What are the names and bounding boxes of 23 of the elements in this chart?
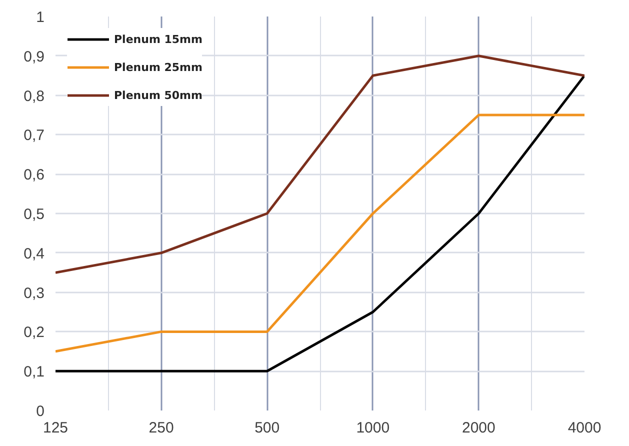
y-tick-label: 0,1: [24, 364, 45, 381]
y-tick-label: 0,8: [24, 88, 45, 105]
x-tick-label: 1000: [356, 420, 390, 436]
x-tick-label: 250: [148, 420, 174, 436]
y-tick-label: 0,4: [24, 245, 45, 262]
y-tick-label: 0,9: [24, 48, 45, 66]
y-tick-label: 0,2: [24, 324, 45, 342]
y-tick-label: 0,7: [24, 127, 45, 144]
line-series: [56, 74, 584, 372]
legend-label: Plenum 25mm: [114, 60, 202, 74]
x-tick-label: 2000: [462, 420, 496, 436]
x-tick-label: 125: [42, 420, 68, 436]
x-tick-label: 4000: [568, 420, 602, 436]
y-tick-label: 0,5: [24, 206, 45, 223]
y-tick-label: 0,6: [24, 166, 45, 184]
line-series: [56, 114, 584, 353]
y-tick-label: 0: [36, 403, 44, 420]
line-series: [56, 54, 584, 274]
y-tick-label: 1: [36, 9, 44, 26]
x-tick-label: 500: [254, 420, 280, 436]
legend-label: Plenum 50mm: [114, 88, 202, 102]
legend-label: Plenum 15mm: [114, 32, 202, 46]
y-tick-label: 0,3: [24, 284, 45, 302]
